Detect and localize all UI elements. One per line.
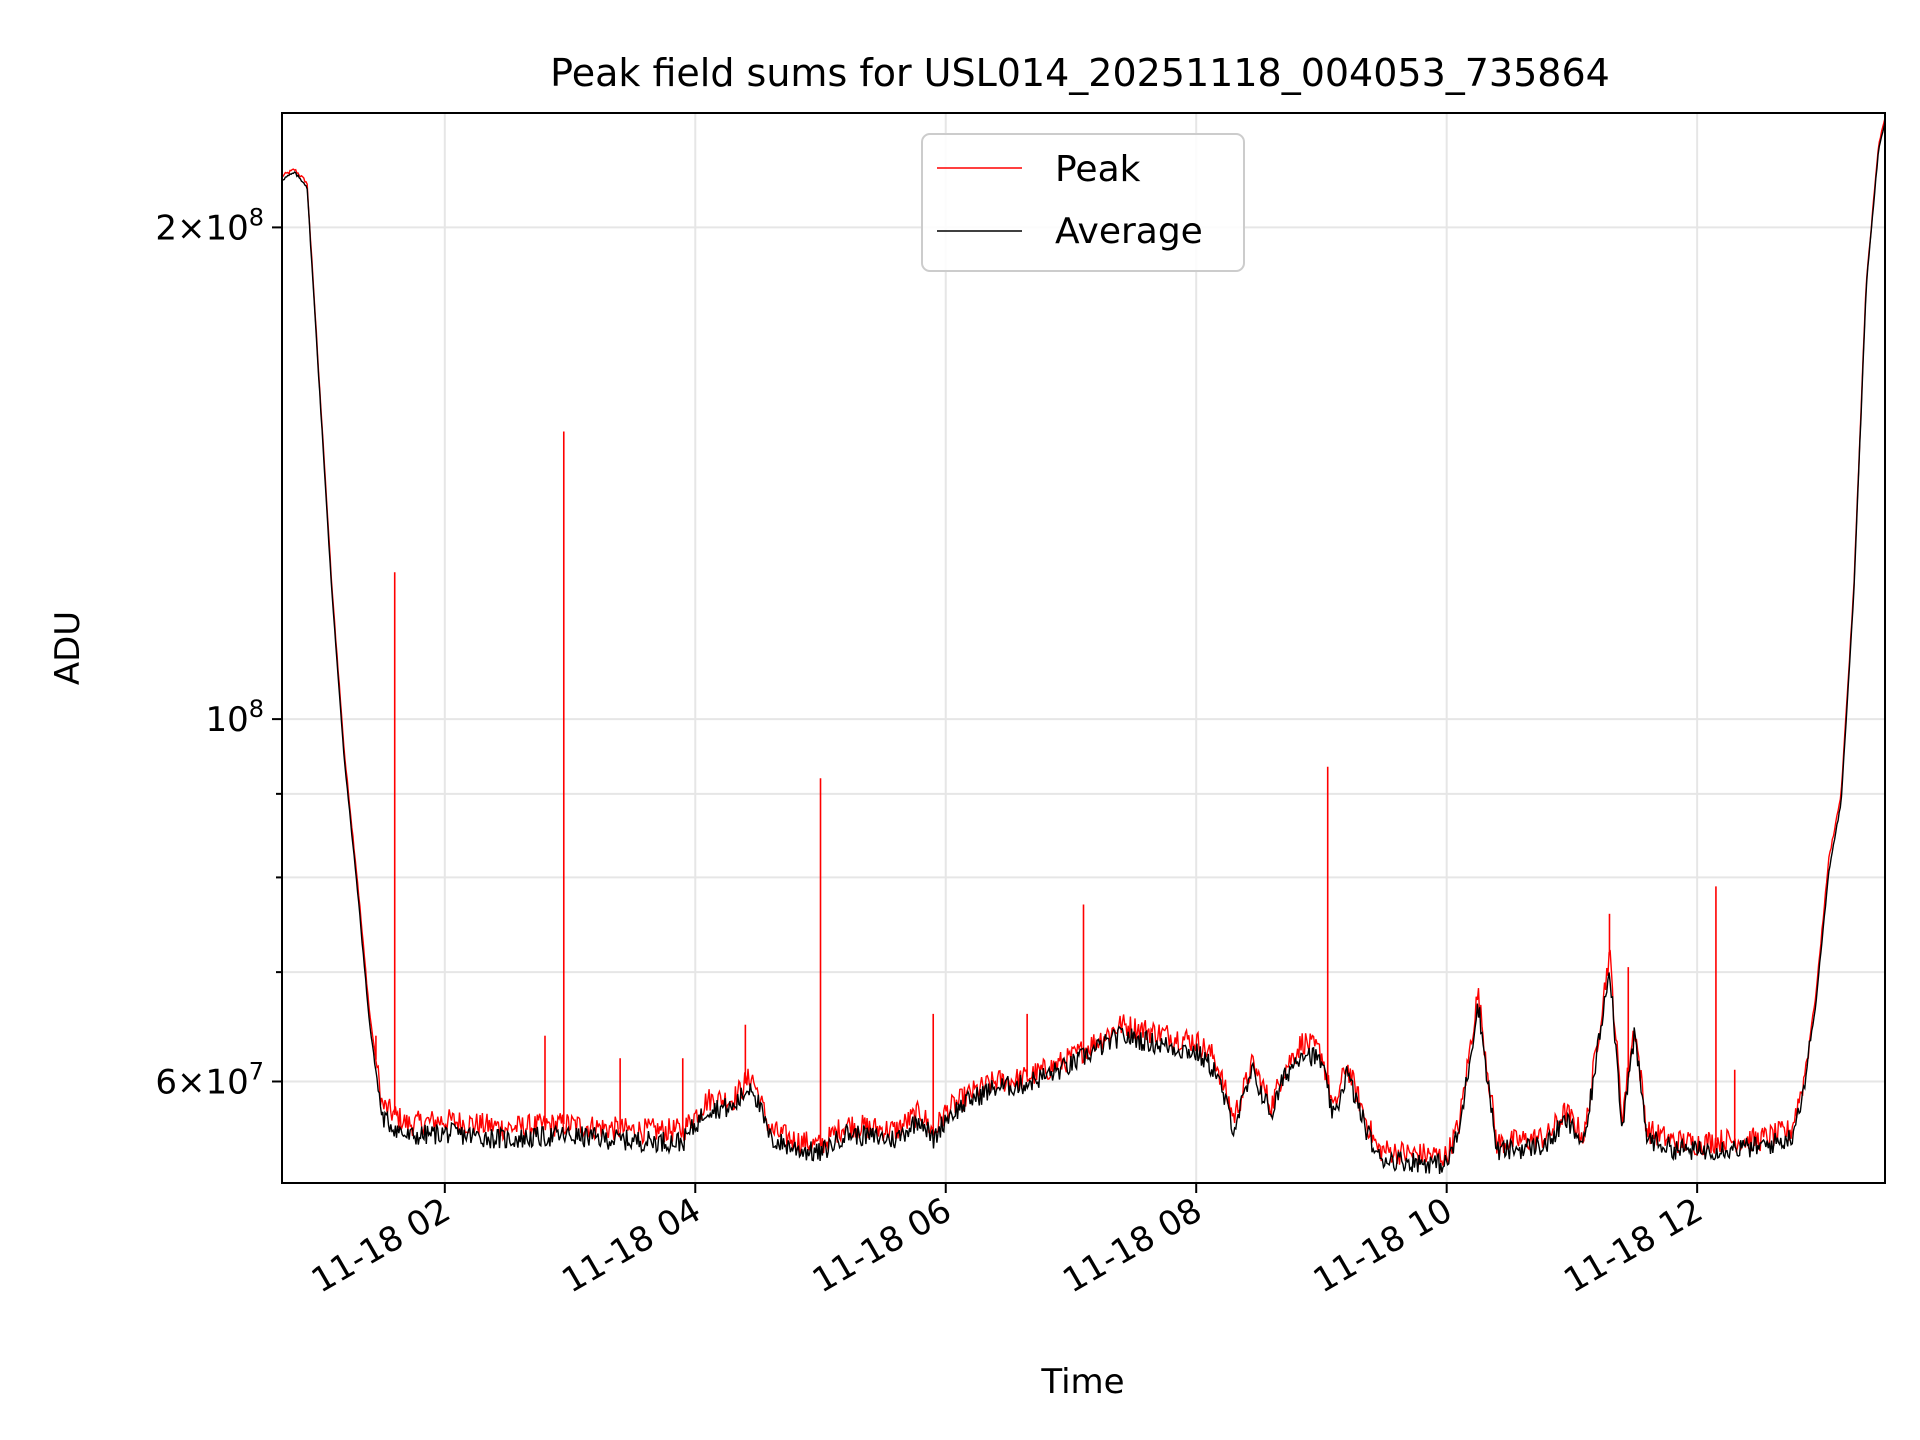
x-tick-label: 11-18 02	[305, 1190, 457, 1301]
x-tick-label: 11-18 10	[1307, 1190, 1459, 1301]
x-tick-label: 11-18 04	[555, 1190, 707, 1301]
series-line-peak	[281, 117, 1886, 1166]
y-tick-label: 2×108	[155, 203, 264, 248]
y-tick-label: 108	[205, 695, 264, 740]
y-tick-label: 6×107	[155, 1057, 264, 1102]
legend-label-average: Average	[1055, 211, 1203, 252]
x-tick-label: 11-18 08	[1056, 1190, 1208, 1301]
legend-label-peak: Peak	[1055, 149, 1141, 190]
x-axis-label: Time	[1040, 1362, 1124, 1402]
x-tick-label: 11-18 12	[1557, 1190, 1709, 1301]
x-tick-label: 11-18 06	[806, 1190, 958, 1301]
series-line-average	[281, 122, 1886, 1174]
y-axis-label: ADU	[48, 611, 88, 685]
chart-title: Peak field sums for USL014_20251118_0040…	[550, 51, 1610, 95]
plot-area-frame	[281, 112, 1886, 1184]
legend: Peak Average	[921, 133, 1245, 272]
series-layer	[281, 117, 1886, 1174]
